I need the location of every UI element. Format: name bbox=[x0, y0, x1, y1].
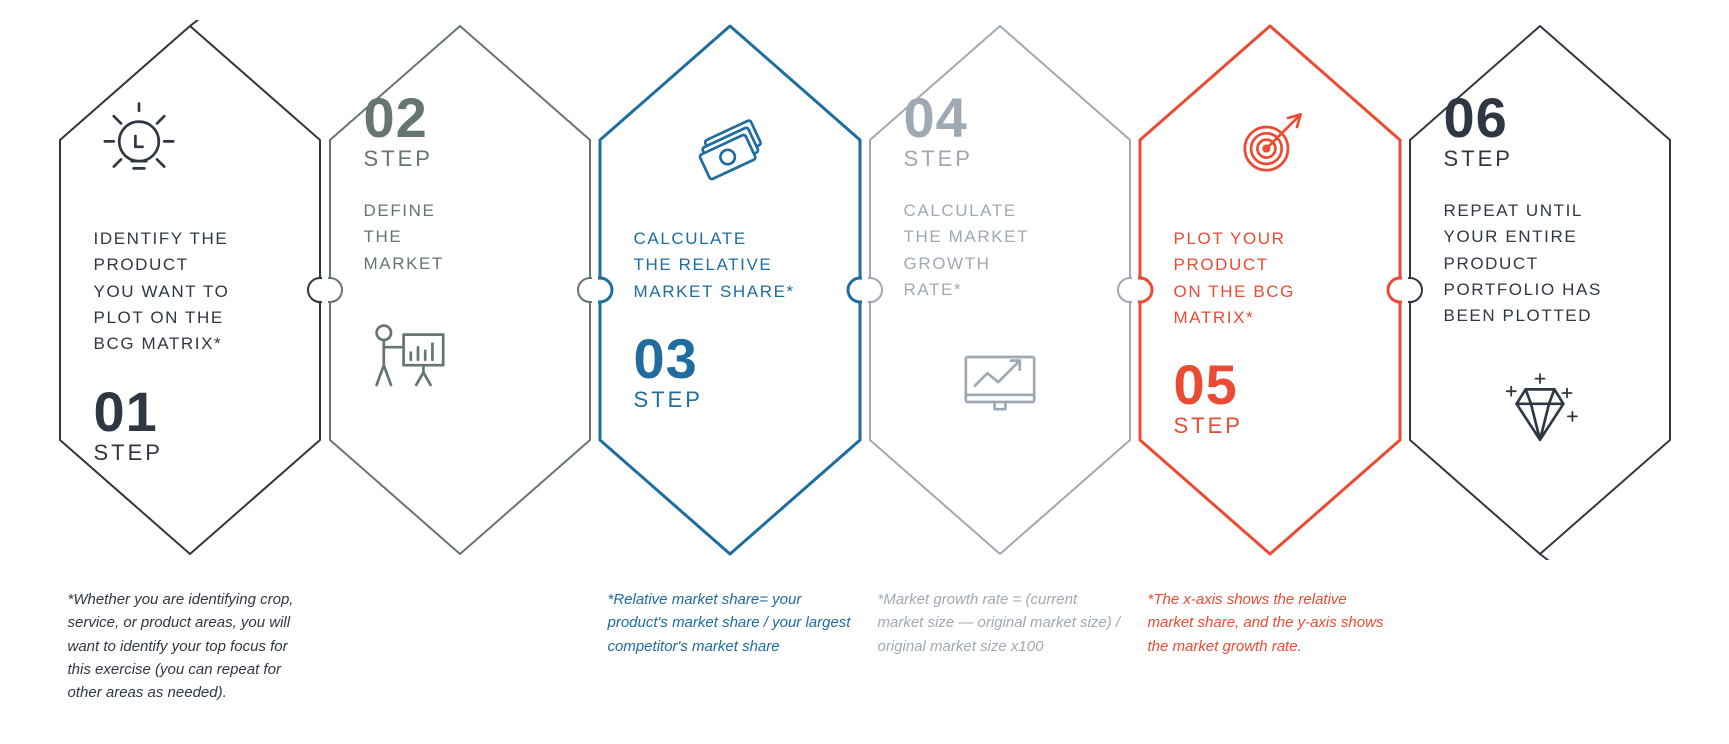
step-footnote: *The x-axis shows the relative market sh… bbox=[1138, 588, 1402, 704]
step-title: CALCULATE THE MARKET GROWTH RATE* bbox=[904, 198, 1096, 303]
step-footnote bbox=[328, 588, 592, 704]
step-footnote: *Market growth rate = (current market si… bbox=[868, 588, 1132, 704]
step-label: STEP bbox=[94, 440, 286, 466]
step-tile-03: CALCULATE THE RELATIVE MARKET SHARE* 03ST… bbox=[598, 20, 862, 560]
money-icon bbox=[634, 90, 826, 200]
step-footnote bbox=[1408, 588, 1672, 704]
step-footnote: *Relative market share= your product's m… bbox=[598, 588, 862, 704]
step-label: STEP bbox=[364, 146, 556, 172]
step-number: 04 bbox=[904, 90, 1096, 146]
step-label: STEP bbox=[904, 146, 1096, 172]
monitor-icon bbox=[904, 329, 1096, 439]
step-number: 01 bbox=[94, 384, 286, 440]
step-number: 03 bbox=[634, 331, 826, 387]
step-label: STEP bbox=[1174, 413, 1366, 439]
step-title: IDENTIFY THE PRODUCT YOU WANT TO PLOT ON… bbox=[94, 226, 286, 358]
target-icon bbox=[1174, 90, 1366, 200]
step-tile-05: PLOT YOUR PRODUCT ON THE BCG MATRIX* 05ST… bbox=[1138, 20, 1402, 560]
step-number: 02 bbox=[364, 90, 556, 146]
step-tile-06: 06STEP REPEAT UNTIL YOUR ENTIRE PRODUCT P… bbox=[1408, 20, 1672, 560]
step-number: 05 bbox=[1174, 357, 1366, 413]
step-title: REPEAT UNTIL YOUR ENTIRE PRODUCT PORTFOL… bbox=[1444, 198, 1636, 330]
step-title: PLOT YOUR PRODUCT ON THE BCG MATRIX* bbox=[1174, 226, 1366, 331]
step-tile-02: 02STEP DEFINE THE MARKET bbox=[328, 20, 592, 560]
step-number: 06 bbox=[1444, 90, 1636, 146]
step-tile-04: 04STEP CALCULATE THE MARKET GROWTH RATE* bbox=[868, 20, 1132, 560]
presenter-icon bbox=[364, 303, 556, 413]
steps-row: IDENTIFY THE PRODUCT YOU WANT TO PLOT ON… bbox=[20, 20, 1709, 560]
step-title: DEFINE THE MARKET bbox=[364, 198, 556, 277]
footnotes-row: *Whether you are identifying crop, servi… bbox=[20, 588, 1709, 704]
lightbulb-icon bbox=[94, 90, 286, 200]
step-footnote: *Whether you are identifying crop, servi… bbox=[58, 588, 322, 704]
diamond-icon bbox=[1444, 356, 1636, 466]
step-label: STEP bbox=[1444, 146, 1636, 172]
step-tile-01: IDENTIFY THE PRODUCT YOU WANT TO PLOT ON… bbox=[58, 20, 322, 560]
step-label: STEP bbox=[634, 387, 826, 413]
step-title: CALCULATE THE RELATIVE MARKET SHARE* bbox=[634, 226, 826, 305]
